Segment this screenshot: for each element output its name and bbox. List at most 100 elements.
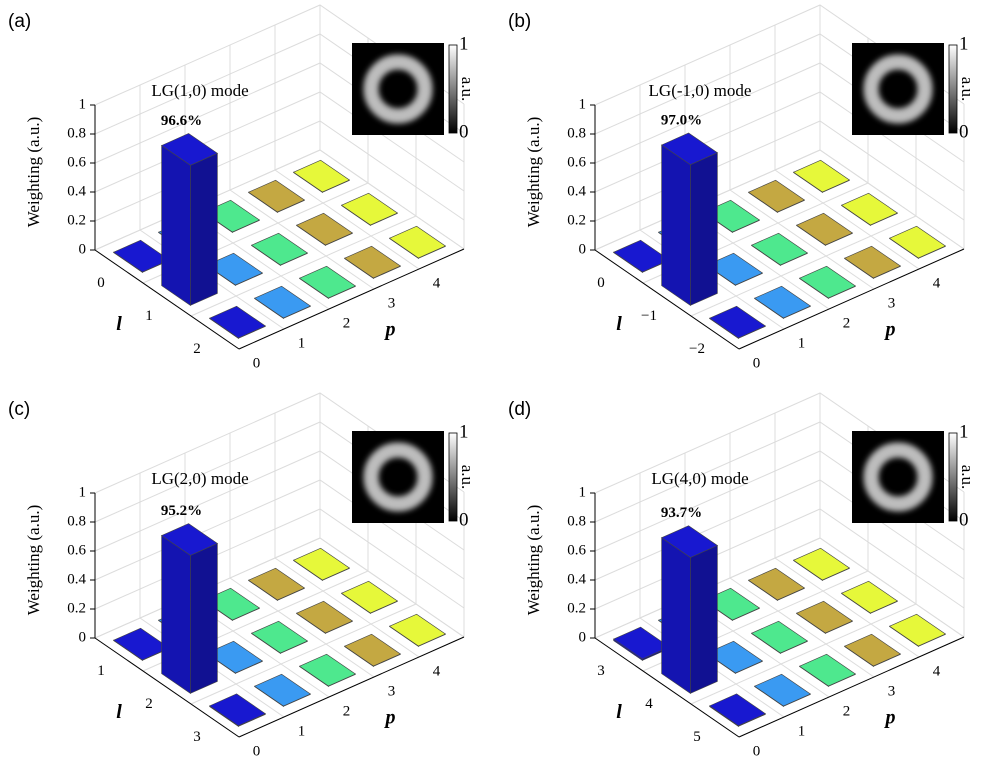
bar-side: [662, 145, 691, 305]
chart-title: LG(-1,0) mode: [649, 81, 752, 100]
z-tick-label: 0.4: [567, 571, 586, 587]
z-tick-label: 0.2: [567, 600, 586, 616]
colorbar: [949, 45, 957, 133]
colorbar-tick-label: 1: [959, 33, 969, 54]
p-tick-label: 3: [888, 295, 896, 311]
panel-label: (b): [508, 11, 531, 32]
z-tick-label: 0.2: [67, 600, 86, 616]
l-tick-label: 1: [97, 663, 105, 679]
p-tick-label: 2: [843, 703, 851, 719]
z-tick-label: 0.6: [567, 154, 586, 170]
p-axis-label: p: [884, 707, 896, 729]
colorbar: [449, 433, 457, 521]
l-axis-label: l: [116, 313, 122, 335]
p-axis-label: p: [884, 319, 896, 341]
p-tick-label: 2: [343, 315, 351, 331]
panel-label: (a): [8, 11, 31, 32]
p-tick-label: 0: [753, 743, 761, 759]
panel-label: (d): [508, 399, 531, 420]
chart-title: LG(4,0) mode: [651, 469, 748, 488]
l-tick-label: 2: [193, 341, 201, 357]
l-tick-label: 0: [597, 275, 605, 291]
p-tick-label: 1: [298, 723, 306, 739]
z-tick-label: 0.4: [67, 183, 86, 199]
p-tick-label: 1: [298, 335, 306, 351]
z-tick-label: 0.8: [67, 125, 86, 141]
page: (a) 0 0.2 0.4 0.6 0.8 1 Weighting (a.u.) 0 1 2 0 1 2 3…: [0, 0, 1003, 774]
z-axis-label: Weighting (a.u.): [524, 505, 543, 616]
value-label: 93.7%: [661, 505, 702, 521]
l-tick-label: 1: [145, 308, 153, 324]
colorbar-tick-label: 0: [459, 509, 469, 530]
bar-side: [662, 538, 691, 694]
p-axis-label: p: [384, 707, 396, 729]
p-tick-label: 2: [843, 315, 851, 331]
z-tick-label: 0: [79, 241, 87, 257]
colorbar-tick-label: 1: [459, 421, 469, 442]
l-tick-label: −1: [641, 308, 657, 324]
colorbar: [949, 433, 957, 521]
colorbar-tick-label: 0: [459, 121, 469, 142]
colorbar-tick-label: 0: [959, 509, 969, 530]
p-tick-label: 3: [388, 683, 396, 699]
value-label: 97.0%: [661, 112, 702, 128]
l-axis-label: l: [616, 313, 622, 335]
bar-side: [190, 153, 217, 305]
p-tick-label: 0: [253, 355, 261, 371]
chart-title: LG(2,0) mode: [151, 469, 248, 488]
l-tick-label: 3: [597, 663, 605, 679]
z-tick-label: 0.6: [567, 542, 586, 558]
p-tick-label: 3: [888, 683, 896, 699]
p-tick-label: 1: [798, 335, 806, 351]
bar: [662, 133, 718, 305]
p-tick-label: 4: [933, 663, 941, 679]
z-tick-label: 0.2: [567, 212, 586, 228]
bar-side: [162, 146, 191, 306]
z-axis-label: Weighting (a.u.): [24, 117, 43, 228]
p-tick-label: 0: [253, 743, 261, 759]
l-tick-label: 5: [693, 729, 701, 745]
p-tick-label: 2: [343, 703, 351, 719]
z-tick-label: 0.6: [67, 154, 86, 170]
p-tick-label: 4: [933, 275, 941, 291]
z-axis-label: Weighting (a.u.): [24, 505, 43, 616]
z-tick-label: 1: [79, 96, 87, 112]
value-label: 96.6%: [161, 113, 202, 129]
z-tick-label: 0.2: [67, 212, 86, 228]
z-tick-label: 0.6: [67, 542, 86, 558]
bar: [162, 524, 218, 694]
p-tick-label: 4: [433, 275, 441, 291]
l-tick-label: 2: [145, 696, 153, 712]
l-tick-label: 4: [645, 696, 653, 712]
colorbar-label: a.u.: [458, 77, 477, 102]
panel-label: (c): [8, 399, 30, 420]
z-tick-label: 0.8: [567, 513, 586, 529]
p-tick-label: 0: [753, 355, 761, 371]
value-label: 95.2%: [161, 503, 202, 519]
colorbar-label: a.u.: [458, 465, 477, 490]
z-tick-label: 0.4: [67, 571, 86, 587]
bar-side: [162, 536, 191, 694]
colorbar-tick-label: 0: [959, 121, 969, 142]
l-tick-label: 0: [97, 275, 105, 291]
bar-side: [690, 546, 717, 694]
colorbar-label: a.u.: [958, 465, 977, 490]
colorbar-tick-label: 1: [459, 33, 469, 54]
l-tick-label: 3: [193, 729, 201, 745]
z-tick-label: 0: [79, 629, 87, 645]
figure: (a) 0 0.2 0.4 0.6 0.8 1 Weighting (a.u.) 0 1 2 0 1 2 3…: [0, 0, 1003, 774]
panel: (a) 0 0.2 0.4 0.6 0.8 1 Weighting (a.u.) 0 1 2 0 1 2 3…: [8, 5, 477, 371]
l-axis-label: l: [116, 701, 122, 723]
z-tick-label: 0.8: [67, 513, 86, 529]
p-tick-label: 1: [798, 723, 806, 739]
colorbar-label: a.u.: [958, 77, 977, 102]
z-tick-label: 1: [579, 96, 587, 112]
p-tick-label: 3: [388, 295, 396, 311]
z-tick-label: 0: [579, 241, 587, 257]
z-tick-label: 0.4: [567, 183, 586, 199]
z-tick-label: 0.8: [567, 125, 586, 141]
chart-title: LG(1,0) mode: [151, 81, 248, 100]
p-tick-label: 4: [433, 663, 441, 679]
p-axis-label: p: [384, 319, 396, 341]
